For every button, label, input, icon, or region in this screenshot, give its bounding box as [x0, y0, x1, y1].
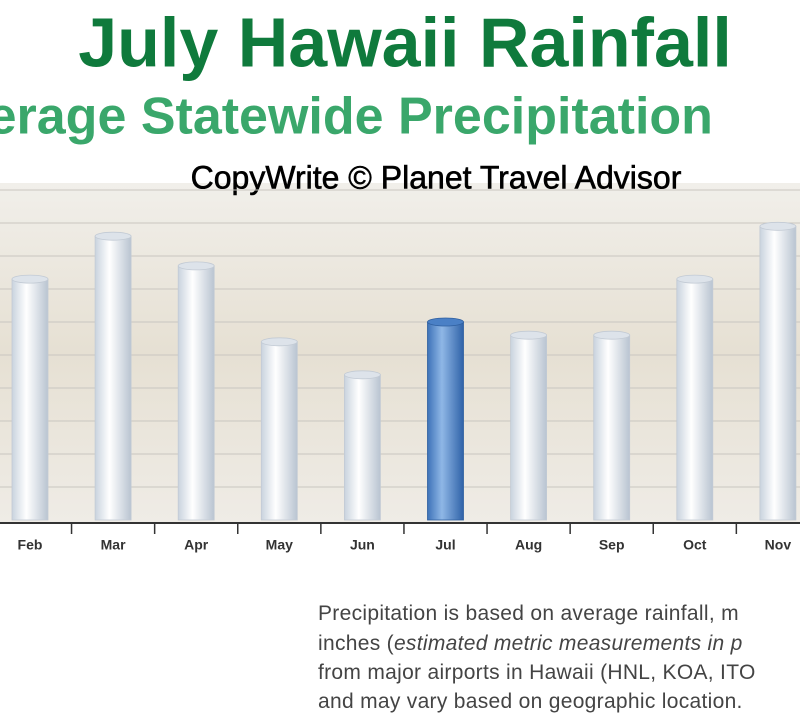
bar-cap [260, 337, 298, 347]
bar-cap [177, 261, 215, 271]
x-tick-label: Sep [599, 537, 625, 553]
note-italic: estimated metric measurements in p [393, 632, 743, 655]
x-tick-label: Apr [184, 537, 209, 553]
note-text: inches ( [318, 632, 394, 655]
note-line: and may vary based on geographic locatio… [318, 690, 743, 713]
title: July Hawaii Rainfall [78, 3, 732, 81]
x-tick-label: Nov [765, 537, 792, 553]
bar [177, 265, 215, 521]
bar [593, 334, 631, 521]
x-tick-label: Aug [515, 537, 542, 553]
x-tick-label: Oct [683, 537, 707, 553]
bar-cap [676, 274, 714, 284]
bar-cap [593, 330, 631, 340]
x-tick-label: Feb [18, 537, 43, 553]
bar-cap [11, 274, 49, 284]
bar-cap [759, 221, 797, 231]
bar-cap [510, 330, 547, 340]
bar-cap [94, 231, 132, 241]
bar [676, 278, 714, 521]
x-tick-label: Jun [350, 537, 375, 553]
note-line: inches (estimated metric measurements in… [318, 632, 743, 656]
bar [343, 374, 381, 521]
note-line: from major airports in Hawaii (HNL, KOA,… [318, 661, 756, 684]
bar [510, 334, 548, 521]
subtitle: Average Statewide Precipitation [0, 88, 713, 146]
bar [94, 235, 132, 521]
x-tick-label: Jul [435, 537, 455, 553]
bar [260, 341, 298, 521]
bar [427, 321, 464, 521]
bar-cap [343, 370, 381, 380]
chart-background [0, 183, 800, 523]
bar-cap [427, 317, 464, 327]
x-tick-label: Mar [101, 537, 126, 553]
note-line: Precipitation is based on average rainfa… [318, 602, 739, 625]
bar [11, 278, 49, 521]
x-tick-label: May [266, 537, 293, 553]
bar [759, 225, 797, 521]
